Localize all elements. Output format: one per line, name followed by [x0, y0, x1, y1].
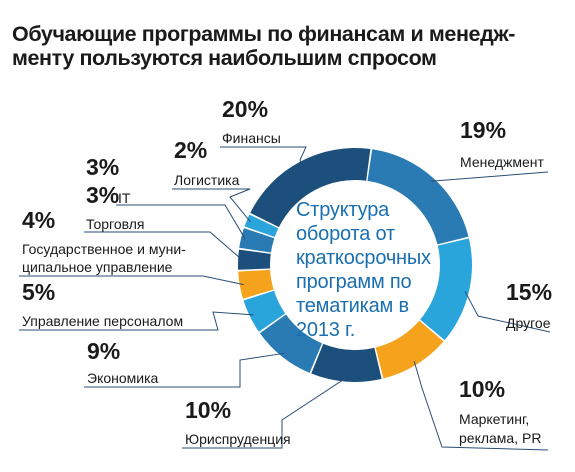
slice-category-label: Управление персоналом — [22, 313, 183, 329]
donut-slice — [250, 147, 371, 228]
chart-title-line-2: менту пользуются наибольшим спросом — [12, 46, 437, 70]
slice-category-label: Торговля — [86, 216, 144, 232]
slice-category-label: IT — [118, 190, 131, 206]
slice-category-label: Юриспруденция — [185, 431, 291, 447]
slice-category-label: Маркетинг, — [459, 411, 529, 427]
donut-slice — [311, 343, 382, 382]
leader-line — [464, 290, 551, 333]
slice-value-label: 3% — [86, 182, 119, 208]
slice-value-label: 20% — [222, 96, 268, 122]
slice-category-label: Государственное и муни- — [22, 241, 186, 257]
slice-labels: 19% Менеджмент 15% Другое 10% Маркетинг, рекла… — [22, 96, 552, 447]
center-label-line-4: программ по — [296, 271, 412, 293]
center-label-line-3: краткосрочных — [296, 247, 431, 269]
leader-line — [19, 275, 244, 286]
donut-slices — [238, 147, 472, 382]
leader-line — [116, 204, 246, 240]
slice-value-label: 5% — [22, 279, 55, 305]
leader-lines — [19, 146, 551, 451]
leader-line — [413, 361, 549, 451]
leader-line — [182, 377, 347, 449]
donut-slice — [367, 149, 469, 245]
chart-title: Обучающие программы по финансам и менедж… — [12, 22, 567, 70]
slice-value-label: 10% — [185, 397, 231, 423]
donut-slice — [243, 290, 286, 332]
slice-category-label: Другое — [506, 315, 551, 331]
slice-value-label: 2% — [174, 137, 207, 163]
leader-line — [19, 311, 254, 331]
slice-category-label: Менеджмент — [460, 154, 544, 170]
chart-title-line-1: Обучающие программы по финансам и менедж… — [12, 22, 515, 46]
donut-slice — [238, 249, 271, 270]
leader-line — [430, 171, 549, 182]
leader-line — [220, 146, 307, 166]
slice-category-label: ципальное управление — [22, 259, 173, 275]
slice-category-label: Финансы — [222, 130, 281, 146]
slice-value-label: 3% — [86, 154, 119, 180]
center-label-line-2: оборота от — [296, 223, 395, 245]
leader-line — [84, 231, 243, 261]
leader-line — [84, 352, 285, 388]
donut-slice — [375, 320, 444, 379]
slice-value-label: 9% — [87, 338, 120, 364]
donut-slice — [420, 238, 472, 341]
slice-value-label: 10% — [459, 376, 505, 402]
donut-slice — [244, 214, 279, 237]
slice-value-label: 4% — [22, 207, 55, 233]
donut-slice — [259, 314, 322, 373]
slice-category-label: Экономика — [87, 370, 159, 386]
center-label-line-1: Структура — [296, 199, 390, 221]
donut-slice — [238, 269, 274, 299]
center-label-line-6: 2013 г. — [296, 319, 356, 341]
donut-slice — [239, 228, 275, 253]
center-label-line-5: тематикам в — [296, 295, 409, 317]
slice-category-label: Логистика — [174, 172, 240, 188]
slice-value-label: 19% — [460, 117, 506, 143]
slice-value-label: 15% — [506, 279, 552, 305]
slice-category-label: реклама, PR — [459, 430, 541, 446]
leader-line — [172, 188, 251, 223]
donut-center-label: Структура оборота от краткосрочных прогр… — [296, 198, 466, 342]
